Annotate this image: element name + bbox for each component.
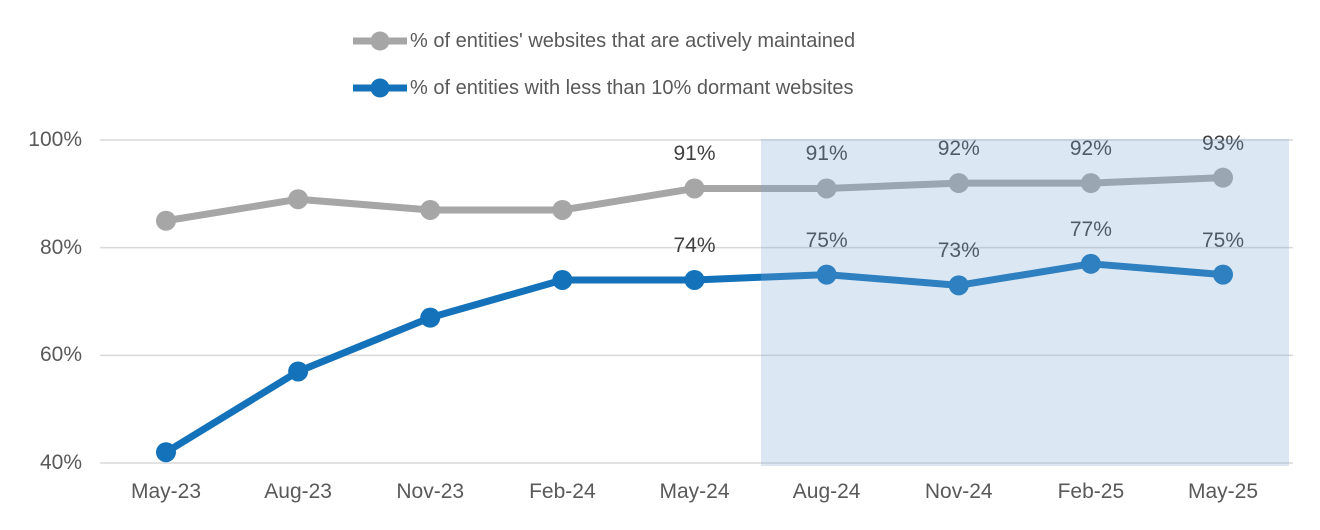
- data-label: 77%: [1069, 217, 1112, 241]
- legend-item-dormant-websites: % of entities with less than 10% dormant…: [353, 76, 854, 100]
- y-axis-tick-label: 40%: [39, 451, 82, 474]
- x-axis-tick-label: May-25: [1187, 480, 1259, 503]
- data-point: [420, 307, 441, 328]
- x-axis-tick-label: Nov-24: [924, 480, 993, 503]
- data-label: 75%: [805, 228, 848, 252]
- series-line-1: [162, 260, 1227, 456]
- data-point: [948, 173, 969, 194]
- y-axis-tick-label: 60%: [39, 343, 82, 367]
- x-axis-tick-label: May-24: [659, 480, 730, 503]
- data-point: [552, 199, 573, 220]
- data-label: 91%: [673, 142, 716, 166]
- x-axis-tick-label: Feb-24: [529, 480, 596, 503]
- legend-label-dormant-websites: % of entities with less than 10% dormant…: [410, 76, 854, 99]
- data-point: [156, 210, 176, 231]
- data-point: [948, 275, 969, 296]
- y-axis-tick-label: 100%: [28, 128, 82, 151]
- x-axis-tick-label: May-23: [130, 480, 202, 503]
- x-axis-tick-label: Feb-25: [1057, 480, 1125, 503]
- data-point: [684, 269, 705, 290]
- data-label: 75%: [1201, 228, 1245, 252]
- data-point: [684, 178, 705, 199]
- x-axis-tick-label: Aug-24: [792, 480, 861, 503]
- gray-series-legend-marker-icon: [353, 31, 407, 51]
- data-label: 91%: [805, 142, 848, 166]
- data-point: [156, 442, 176, 463]
- blue-series-legend-marker-icon: [353, 78, 407, 98]
- data-label: 74%: [673, 233, 716, 257]
- legend-label-actively-maintained: % of entities' websites that are activel…: [410, 29, 856, 52]
- data-point: [420, 199, 441, 220]
- data-point: [288, 361, 309, 382]
- data-point: [1080, 173, 1101, 194]
- data-point: [816, 178, 837, 199]
- legend-item-actively-maintained: % of entities' websites that are activel…: [353, 29, 855, 53]
- data-label: 92%: [1069, 137, 1112, 161]
- data-point: [552, 269, 573, 290]
- data-point: [288, 189, 309, 210]
- data-point: [816, 264, 837, 285]
- y-axis-tick-label: 80%: [39, 235, 82, 259]
- data-label: 93%: [1201, 131, 1245, 155]
- data-point: [1213, 167, 1233, 188]
- data-point: [1213, 264, 1233, 285]
- x-axis-tick-label: Nov-23: [396, 480, 465, 503]
- x-axis-tick-label: Aug-23: [264, 480, 332, 503]
- data-label: 92%: [937, 137, 980, 161]
- data-point: [1080, 253, 1101, 274]
- data-label: 73%: [937, 239, 980, 263]
